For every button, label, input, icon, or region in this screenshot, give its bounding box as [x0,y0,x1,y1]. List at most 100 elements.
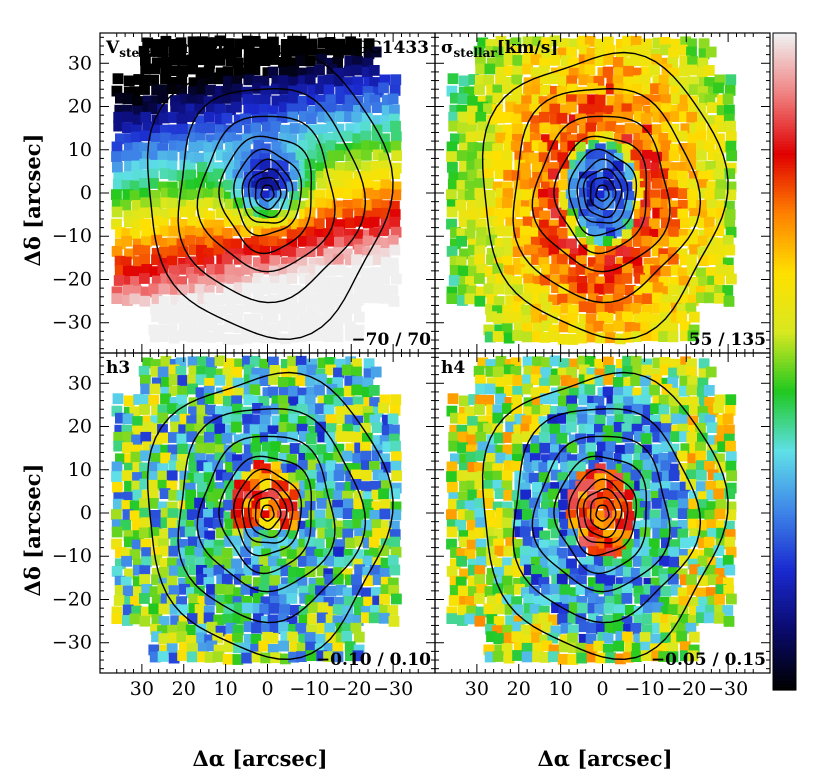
spaxel-bin [483,159,495,171]
spaxel-bin [621,103,633,115]
spaxel-bin [354,207,365,219]
x-tick-label: 10 [549,678,573,700]
spaxel-bin [523,283,535,294]
spaxel-bin [205,454,217,465]
isophote-contour [568,148,638,237]
spaxel-bin [121,470,133,481]
spaxel-bin [541,482,553,494]
spaxel-bin [477,121,488,133]
isophote-contour [589,176,617,211]
spaxel-bin [381,414,393,426]
colorbar-segment [773,612,796,616]
spaxel-bin [603,374,614,385]
spaxel-bin [316,444,328,455]
spaxel-bin [615,359,627,370]
spaxel-bin [503,565,515,577]
spaxel-bin [132,152,143,163]
spaxel-bin [519,526,531,538]
panel-title: Vstellar[km/s] [105,38,224,60]
spaxel-bin [630,469,642,481]
y-tick-label: 30 [68,52,92,74]
spaxel-bin [466,539,478,551]
spaxel-bin [187,54,198,66]
spaxel-bin [197,492,208,503]
spaxel-bin [567,83,578,95]
spaxel-bin [649,549,661,560]
spaxel-bin [650,421,661,433]
spaxel-bin [492,651,504,662]
spaxel-bin [140,517,152,529]
spaxel-bin [241,86,253,98]
spaxel-bin [140,606,152,618]
spaxel-bin [588,460,600,471]
spaxel-bin [186,642,198,654]
spaxel-bin [567,528,578,540]
spaxel-bin [168,140,180,152]
spaxel-bin [560,424,571,436]
spaxel-bin [177,123,188,135]
spaxel-bin [131,605,143,617]
spaxel-bin [578,244,590,256]
spaxel-bin [213,545,225,557]
spaxel-bin [475,111,487,123]
spaxel-bin [317,75,329,87]
spaxel-bin [112,73,124,85]
spaxel-bin [187,63,198,75]
spaxel-bin [379,594,390,605]
spaxel-bin [115,412,126,424]
spaxel-bin [594,55,606,66]
spaxel-bin [530,623,542,635]
spaxel-bin [668,367,679,379]
spaxel-bin [298,286,310,297]
spaxel-bin [344,111,355,123]
spaxel-bin [670,143,681,155]
spaxel-bin [697,217,709,229]
spaxel-bin [587,244,599,256]
spaxel-bin [513,189,525,200]
spaxel-bin [380,584,392,596]
spaxel-bin [511,394,523,406]
spaxel-bin [267,114,279,125]
spaxel-bin [141,547,152,558]
spaxel-bin [139,142,150,154]
spaxel-bin [325,364,336,376]
spaxel-bin [184,162,196,174]
spaxel-bin [224,198,236,210]
spaxel-bin [344,235,355,247]
spaxel-bin [593,556,605,567]
spaxel-bin [594,198,605,209]
spaxel-bin [586,555,597,567]
spaxel-bin [612,75,624,86]
spaxel-bin [124,596,135,607]
spaxel-bin [603,283,615,294]
spaxel-bin [142,415,154,427]
spaxel-bin [269,510,281,522]
spaxel-bin [531,84,543,96]
spaxel-bin [539,442,551,454]
spaxel-bin [707,237,719,248]
spaxel-bin [267,386,279,398]
spaxel-bin [486,254,497,266]
spaxel-bin [177,454,188,465]
spaxel-bin [362,187,374,199]
spaxel-bin [621,549,633,561]
spaxel-bin [188,365,200,377]
spaxel-bin [550,387,562,399]
spaxel-bin [251,114,263,125]
spaxel-bin [714,188,726,200]
spaxel-bin [187,124,199,135]
spaxel-bin [131,124,142,136]
spaxel-bin [602,425,614,437]
spaxel-bin [725,120,736,132]
spaxel-bin [326,377,338,389]
spaxel-bin [158,616,170,627]
spaxel-bin [493,313,505,324]
spaxel-bin [379,435,391,446]
spaxel-bin [388,616,400,627]
spaxel-bin [484,651,496,663]
spaxel-bin [567,57,579,69]
spaxel-bin [521,520,532,531]
spaxel-bin [495,355,507,367]
spaxel-bin [520,256,532,268]
spaxel-bin [259,368,271,380]
